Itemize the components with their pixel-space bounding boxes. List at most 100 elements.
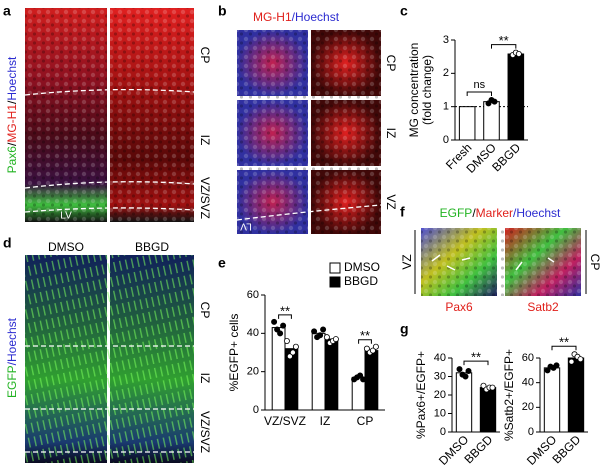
region-label: CP [198,47,212,64]
y-tick-label: 1 [443,101,449,113]
stain-part: / [5,100,19,104]
y-tick-label: 20 [522,401,534,413]
region-label: IZ [198,135,212,146]
significance-bracket [463,360,489,366]
data-point [280,322,287,329]
significance-label: ** [360,328,370,343]
significance-label: ** [471,350,481,365]
data-point [292,343,299,350]
legend-label: BBGD [344,274,378,288]
data-point [363,345,370,352]
stain-part: MG-H1 [253,10,292,24]
significance-label: ** [499,33,509,48]
bar [311,332,326,411]
texture [110,8,194,222]
significance-bracket [466,91,492,96]
data-point [462,373,469,380]
stain-part: Marker [476,206,513,220]
stain-part: MG-H1 [5,104,19,143]
zone-label: CP [588,254,602,271]
data-point [271,318,278,325]
data-point [515,51,522,58]
data-point [311,328,318,335]
data-point [283,337,290,344]
y-tick-label: 40 [434,352,446,364]
panel-label: f [400,204,405,220]
texture [237,30,381,234]
stain-part: / [5,361,19,365]
panel-label: c [400,3,408,19]
y-axis-label: MG concentration [407,43,421,138]
y-tick-label: 10 [434,407,446,419]
data-point [568,358,575,365]
bar [455,372,473,433]
bar [284,348,299,411]
stain-part: Hoechst [5,317,19,362]
region-label: IZ [198,373,212,384]
y-tick-label: 40 [247,327,259,339]
stain-part: Hoechst [295,10,340,24]
stain-part: EGFP [5,365,19,398]
x-tick-label: BBGD [461,432,495,466]
data-point [491,98,498,105]
region-label: VZ [384,194,398,209]
data-point [277,330,284,337]
data-point [357,372,364,379]
bar [483,101,500,141]
stain-label: EGFP/Marker/Hoechst [440,206,561,220]
stain-part: / [292,10,296,24]
bar [364,350,379,411]
panel-label: d [3,235,12,251]
y-tick-label: 0 [253,404,259,416]
data-point [465,367,472,374]
region-label: VZ/SVZ [198,411,212,453]
data-point [577,356,584,363]
bar [567,357,585,433]
x-tick-label: IZ [320,414,331,428]
marker-label: Pax6 [445,300,473,314]
boundary [24,88,195,213]
ventricle-label: LV [240,220,252,231]
region-label: VZ/SVZ [198,177,212,219]
panel-label: b [218,3,227,19]
region-label: IZ [384,128,398,139]
y-tick-label: 2 [443,67,449,79]
condition-label: DMSO [48,240,84,254]
y-tick-label: 60 [522,352,534,364]
data-point [332,336,339,343]
significance-label: ns [474,79,486,91]
panel-label: a [3,3,11,19]
x-tick-label: CP [357,414,374,428]
data-point [320,326,327,333]
stain-part: / [5,142,19,146]
significance-label: ** [280,303,290,318]
bar [324,338,339,411]
y-axis-label: (fold change) [420,55,434,125]
y-tick-label: 0 [443,134,449,146]
significance-bracket [358,339,372,344]
data-point [372,343,379,350]
arrow [431,254,555,271]
bar [507,53,525,141]
y-tick-label: 20 [247,366,259,378]
data-point [369,347,376,354]
bar [271,327,286,411]
significance-bracket [278,314,292,319]
y-tick-label: 20 [434,389,446,401]
region-label: CP [198,302,212,319]
stain-label: MG-H1/Hoechst [253,10,340,24]
texture [25,255,194,463]
data-point [553,362,560,369]
y-tick-label: 40 [522,377,534,389]
x-tick-label: VZ/SVZ [264,414,306,428]
stain-part: / [513,206,517,220]
y-tick-label: 60 [247,289,259,301]
boundary [25,345,194,453]
data-point [289,349,296,356]
y-axis-label: %EGFP+ cells [227,314,241,392]
texture [25,8,107,222]
significance-label: ** [559,335,569,350]
x-tick-label: BBGD [549,432,583,466]
bar [479,387,497,433]
